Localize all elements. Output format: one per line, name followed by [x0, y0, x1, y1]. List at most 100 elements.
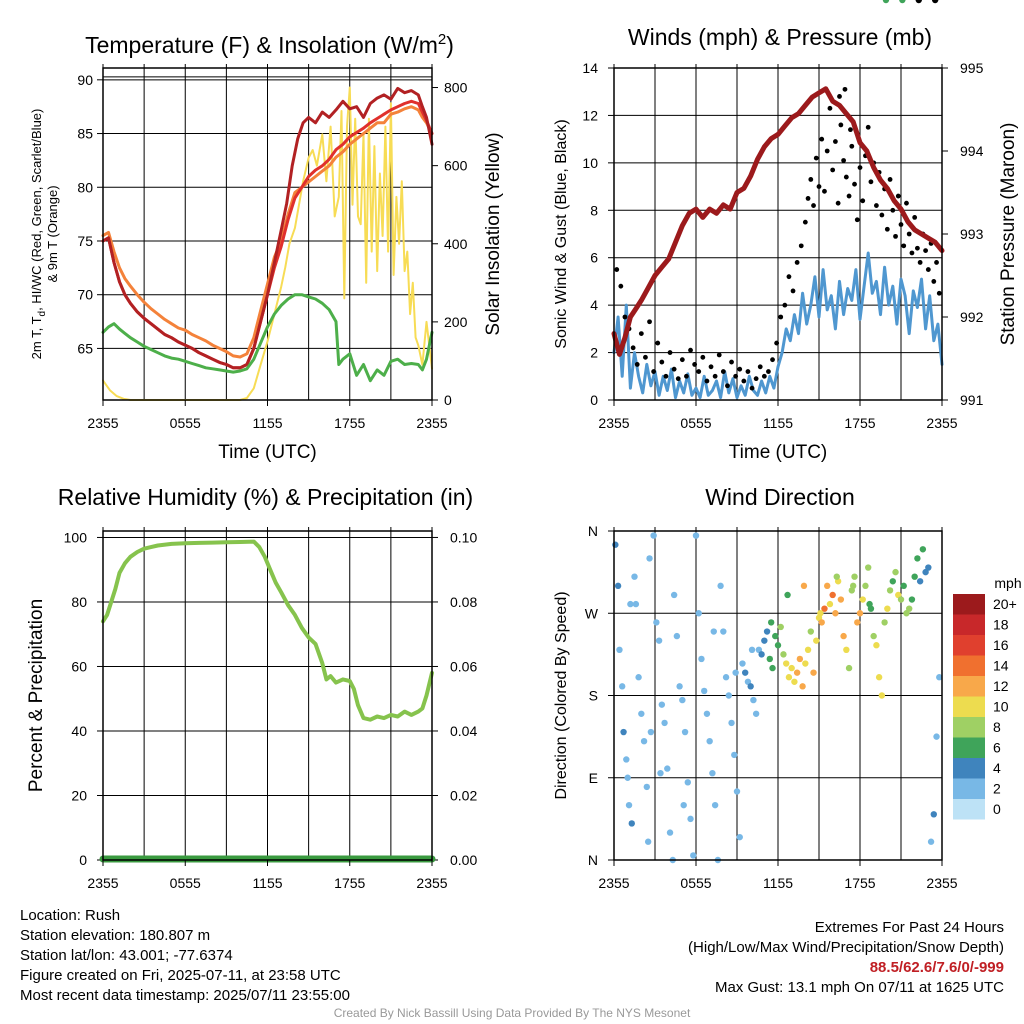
direction-point	[919, 546, 927, 553]
direction-point	[703, 710, 711, 717]
x-tick-label: 2355	[926, 415, 957, 431]
direction-point	[625, 801, 633, 809]
direction-point	[799, 683, 806, 690]
extremes-subheading: (High/Low/Max Wind/Precipitation/Snow De…	[688, 939, 1004, 956]
y-tick-label: N	[588, 852, 598, 868]
direction-point	[711, 801, 719, 809]
direction-point	[843, 646, 850, 654]
direction-point	[788, 664, 795, 672]
legend-label: 0	[993, 801, 1001, 817]
gust-point	[917, 260, 923, 265]
direction-point	[717, 582, 724, 590]
y2-tick-label: 800	[444, 80, 468, 96]
gust-point	[868, 179, 874, 185]
direction-point	[933, 733, 940, 740]
x-tick-label: 0555	[170, 875, 201, 891]
direction-point	[673, 632, 681, 640]
y-tick-label: 40	[71, 723, 87, 739]
y-tick-label: 14	[582, 60, 598, 76]
y-tick-label: E	[589, 770, 598, 786]
direction-point	[684, 779, 691, 786]
gust-point	[643, 354, 648, 360]
direction-point	[930, 811, 937, 818]
gust-point	[737, 366, 743, 372]
x-axis-label: Time (UTC)	[218, 442, 317, 463]
gust-point	[667, 350, 673, 355]
y2-tick-label: 400	[444, 236, 468, 252]
direction-point	[849, 582, 857, 590]
direction-point	[619, 683, 626, 690]
direction-point	[631, 573, 638, 580]
direction-point	[914, 555, 921, 562]
direction-point	[650, 532, 657, 539]
legend-swatch	[953, 758, 985, 779]
y2-tick-label: 0	[444, 392, 452, 408]
direction-point	[690, 852, 697, 859]
y-axis-label: Percent & Precipitation	[26, 599, 47, 792]
extremes-info: Extremes For Past 24 Hours (High/Low/Max…	[688, 918, 1004, 998]
direction-point	[824, 582, 831, 590]
y2-tick-label: 994	[960, 143, 984, 159]
gust-point	[837, 94, 842, 99]
direction-point	[701, 687, 708, 695]
gust-point	[843, 174, 849, 180]
direction-point	[655, 637, 663, 644]
direction-point	[670, 591, 678, 599]
x-tick-label: 0555	[680, 875, 711, 891]
direction-point	[777, 623, 784, 631]
gust-point	[749, 385, 755, 391]
y2-tick-label: 992	[960, 309, 984, 325]
direction-point	[900, 582, 907, 590]
y-axis-label-2: & 9m T (Orange)	[45, 185, 60, 282]
direction-point	[710, 628, 717, 635]
direction-point	[769, 664, 776, 672]
legend-label: 2	[993, 781, 1001, 797]
direction-point	[840, 632, 847, 640]
direction-point	[817, 610, 824, 617]
extremes-heading: Extremes For Past 24 Hours	[814, 919, 1004, 936]
series-line	[612, 251, 944, 400]
y-tick-label: 8	[590, 202, 598, 218]
y-tick-label: W	[585, 605, 599, 621]
gust-point	[860, 198, 866, 204]
gust-point	[659, 359, 665, 365]
gust-point	[712, 373, 718, 379]
direction-point	[772, 632, 779, 640]
y-tick-label: 100	[64, 529, 88, 545]
legend-label: 8	[993, 719, 1001, 735]
legend-swatch	[953, 614, 985, 635]
direction-point	[720, 628, 727, 635]
direction-point	[911, 573, 918, 580]
direction-point	[739, 660, 746, 667]
direction-point	[833, 573, 840, 580]
y2-tick-label: 0.00	[450, 852, 477, 868]
gust-point	[655, 340, 661, 346]
gust-point	[647, 319, 652, 325]
gust-point	[692, 362, 698, 367]
direction-point	[936, 674, 943, 681]
direction-point	[750, 696, 757, 704]
y-tick-label: 65	[77, 340, 93, 356]
gust-point	[816, 184, 822, 189]
y-tick-label: 2	[590, 345, 598, 361]
direction-point	[873, 642, 880, 649]
direction-point	[927, 838, 935, 845]
direction-point	[851, 573, 858, 580]
direction-point	[784, 591, 791, 599]
direction-point	[845, 664, 853, 672]
direction-point	[813, 637, 820, 644]
y2-tick-label: 200	[444, 314, 468, 330]
gust-point	[893, 233, 898, 239]
temperature-title: Temperature (F) & Insolation (W/m2)	[85, 31, 454, 58]
direction-point	[837, 596, 845, 603]
gust-point	[887, 177, 893, 182]
station-info: Location: Rush Station elevation: 180.80…	[20, 906, 350, 1006]
gust-point	[879, 212, 885, 218]
direction-point	[865, 564, 872, 571]
legend-label: 12	[993, 678, 1009, 694]
direction-point	[802, 660, 809, 667]
gust-point	[786, 274, 792, 280]
gust-point	[936, 290, 942, 296]
series-line	[101, 105, 434, 359]
direction-point	[783, 660, 790, 667]
